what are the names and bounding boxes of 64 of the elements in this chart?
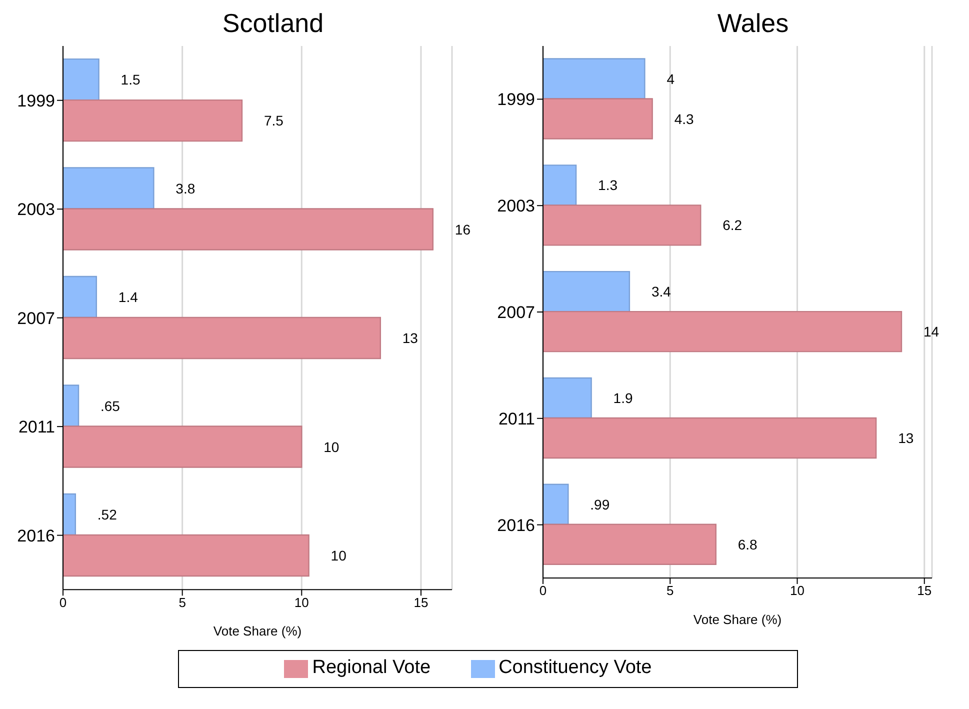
bar [543,98,653,140]
bar [543,484,569,525]
x-tick-label: 10 [790,583,804,598]
bar [543,310,902,352]
data-label: 1.9 [613,390,633,406]
y-tick-label: 2003 [17,200,55,220]
y-tick-label: 2007 [17,308,55,328]
data-label: 3.8 [176,180,196,196]
data-label: .99 [590,496,610,512]
x-axis-title: Vote Share (%) [213,624,302,639]
y-tick-label: 1999 [17,91,55,110]
x-tick-label: 15 [414,594,428,610]
data-label: .52 [97,506,118,522]
data-label: .65 [100,398,120,414]
data-label: 14 [923,324,940,340]
bar [63,167,154,210]
y-tick-label: 1999 [497,90,535,110]
x-tick-label: 0 [59,594,67,610]
x-axis-title: Vote Share (%) [693,612,782,627]
data-label: 4 [666,70,675,87]
bar [63,426,302,468]
data-label: 10 [324,438,340,455]
data-label: 1.5 [120,72,140,88]
bar [543,58,646,100]
bar [63,493,76,536]
data-label: 13 [898,430,914,446]
bar [63,99,243,142]
x-tick-label: 0 [539,583,547,598]
data-label: 7.5 [264,112,284,129]
bar [543,270,630,312]
data-label: 13 [402,330,418,346]
data-label: 1.3 [598,177,618,194]
bar [63,208,434,250]
bar [63,276,98,318]
data-label: 1.4 [118,289,138,306]
bar [63,384,80,427]
y-tick-label: 2011 [18,418,55,437]
bar [63,534,310,577]
x-tick-label: 5 [178,594,186,610]
legend-label: Regional Vote [312,656,431,678]
x-tick-label: 15 [917,583,932,598]
bar [543,524,716,565]
data-label: 6.2 [722,217,742,234]
y-tick-label: 2003 [497,196,535,216]
y-tick-label: 2011 [498,409,535,428]
bar [63,316,382,360]
bar [63,58,100,101]
data-label: 4.3 [674,110,694,127]
bar [543,377,592,419]
x-tick-label: 10 [294,594,309,610]
bar [543,204,702,246]
data-label: 16 [454,221,471,238]
y-tick-label: 2007 [497,303,535,322]
bar [543,417,877,459]
data-label: 3.4 [651,284,672,300]
data-label: 10 [330,547,347,564]
y-tick-label: 2016 [497,516,535,535]
data-label: 6.8 [738,536,758,552]
chart-title: Wales [716,8,790,38]
x-tick-label: 5 [666,583,674,598]
y-tick-label: 2016 [17,526,55,546]
legend-label: Constituency Vote [498,656,652,678]
bar [543,164,577,206]
chart-title: Scotland [221,8,325,38]
